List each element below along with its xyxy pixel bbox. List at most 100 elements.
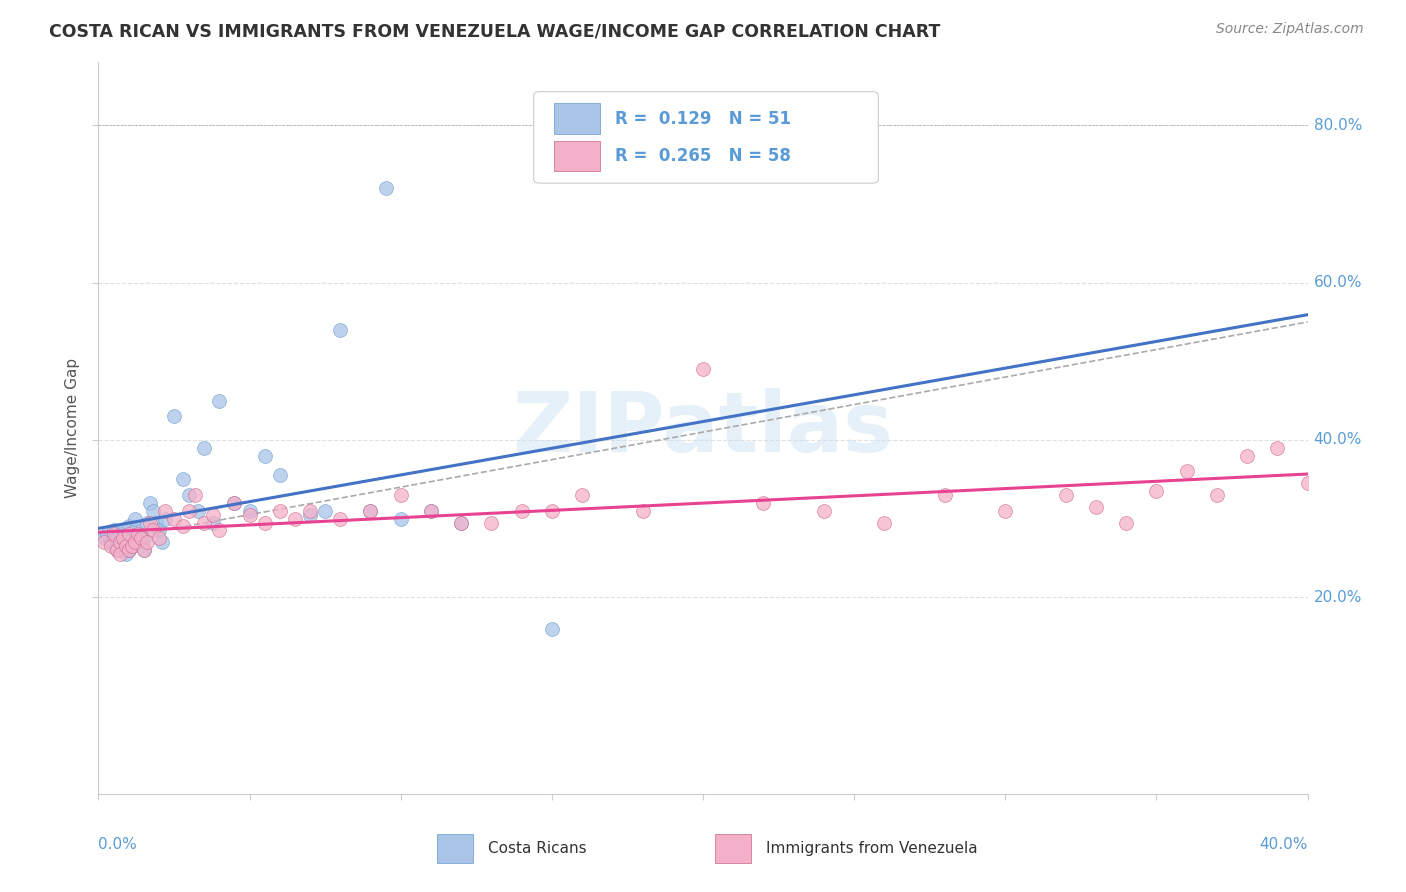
Text: ZIPatlas: ZIPatlas bbox=[513, 388, 893, 468]
Point bbox=[108, 535, 131, 549]
Point bbox=[253, 516, 276, 530]
Point bbox=[269, 504, 291, 518]
Point bbox=[114, 547, 136, 561]
Point bbox=[111, 531, 134, 545]
Point bbox=[208, 393, 231, 408]
FancyBboxPatch shape bbox=[554, 141, 600, 171]
Point bbox=[121, 539, 143, 553]
Point bbox=[111, 539, 134, 553]
Point bbox=[172, 519, 194, 533]
Text: 40.0%: 40.0% bbox=[1260, 837, 1308, 852]
Text: R =  0.129   N = 51: R = 0.129 N = 51 bbox=[614, 110, 790, 128]
Point bbox=[1296, 476, 1319, 491]
Point bbox=[450, 516, 472, 530]
Point bbox=[389, 488, 412, 502]
Text: Immigrants from Venezuela: Immigrants from Venezuela bbox=[766, 841, 977, 856]
FancyBboxPatch shape bbox=[716, 834, 751, 863]
Point bbox=[269, 468, 291, 483]
Point bbox=[145, 516, 167, 530]
Point bbox=[129, 531, 152, 545]
Point bbox=[121, 531, 143, 545]
Point bbox=[1206, 488, 1229, 502]
Point bbox=[124, 511, 146, 525]
Point bbox=[132, 531, 155, 545]
Point bbox=[127, 535, 149, 549]
Point bbox=[389, 511, 412, 525]
Point bbox=[114, 539, 136, 553]
Point bbox=[374, 181, 396, 195]
Point bbox=[631, 504, 654, 518]
Point bbox=[193, 516, 215, 530]
Point bbox=[193, 441, 215, 455]
Point bbox=[153, 511, 176, 525]
Point bbox=[481, 516, 503, 530]
Point bbox=[172, 472, 194, 486]
Point bbox=[148, 524, 170, 538]
Point bbox=[540, 622, 562, 636]
Point bbox=[299, 508, 322, 522]
Point bbox=[124, 524, 146, 538]
Point bbox=[135, 535, 157, 549]
Point bbox=[239, 504, 262, 518]
Point bbox=[284, 511, 307, 525]
Point bbox=[103, 524, 125, 538]
Point bbox=[142, 504, 165, 518]
Text: R =  0.265   N = 58: R = 0.265 N = 58 bbox=[614, 147, 790, 165]
Point bbox=[177, 504, 201, 518]
Point bbox=[419, 504, 441, 518]
Point bbox=[132, 543, 155, 558]
Point bbox=[105, 543, 128, 558]
Point bbox=[1265, 441, 1288, 455]
Point bbox=[114, 535, 136, 549]
Point bbox=[177, 488, 201, 502]
Point bbox=[100, 535, 122, 549]
Point bbox=[1054, 488, 1077, 502]
Point bbox=[239, 508, 262, 522]
Y-axis label: Wage/Income Gap: Wage/Income Gap bbox=[65, 358, 80, 499]
Point bbox=[118, 539, 141, 553]
Point bbox=[153, 504, 176, 518]
Point bbox=[108, 547, 131, 561]
Point bbox=[1175, 464, 1198, 478]
Point bbox=[873, 516, 896, 530]
Point bbox=[108, 535, 131, 549]
Point bbox=[111, 524, 134, 538]
Point bbox=[124, 535, 146, 549]
Point bbox=[127, 527, 149, 541]
Point bbox=[163, 409, 186, 424]
Point bbox=[103, 539, 125, 553]
Point bbox=[139, 496, 162, 510]
Point bbox=[111, 531, 134, 545]
Point bbox=[163, 511, 186, 525]
Point bbox=[100, 539, 122, 553]
Text: 20.0%: 20.0% bbox=[1313, 590, 1362, 605]
Point bbox=[135, 516, 157, 530]
Text: Source: ZipAtlas.com: Source: ZipAtlas.com bbox=[1216, 22, 1364, 37]
Point bbox=[118, 543, 141, 558]
Point bbox=[329, 323, 352, 337]
Point bbox=[1144, 484, 1167, 499]
Point bbox=[148, 531, 170, 545]
Point bbox=[540, 504, 562, 518]
Point bbox=[1085, 500, 1108, 514]
Point bbox=[105, 531, 128, 545]
Point bbox=[1115, 516, 1137, 530]
Point bbox=[96, 527, 118, 541]
Point bbox=[187, 504, 209, 518]
Point bbox=[329, 511, 352, 525]
Point bbox=[93, 531, 115, 545]
Point bbox=[934, 488, 956, 502]
Point bbox=[93, 535, 115, 549]
Text: 40.0%: 40.0% bbox=[1313, 433, 1362, 448]
Point bbox=[360, 504, 382, 518]
Text: COSTA RICAN VS IMMIGRANTS FROM VENEZUELA WAGE/INCOME GAP CORRELATION CHART: COSTA RICAN VS IMMIGRANTS FROM VENEZUELA… bbox=[49, 22, 941, 40]
Point bbox=[105, 543, 128, 558]
Point bbox=[118, 519, 141, 533]
Point bbox=[510, 504, 533, 518]
FancyBboxPatch shape bbox=[554, 103, 600, 134]
Point bbox=[752, 496, 775, 510]
Point bbox=[253, 449, 276, 463]
Point bbox=[450, 516, 472, 530]
Text: 0.0%: 0.0% bbox=[98, 837, 138, 852]
Point bbox=[118, 527, 141, 541]
